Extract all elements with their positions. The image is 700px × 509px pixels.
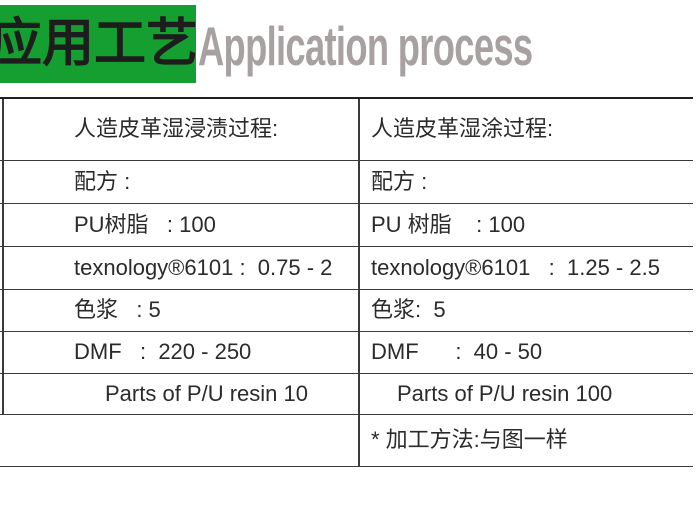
cell-formula-label-left: 配方 : <box>74 168 131 194</box>
page-header: 应用工艺 Application process <box>0 5 700 83</box>
table-row: * 加工方法:与图一样 <box>0 415 693 467</box>
table-row: 色浆 : 5 色浆: 5 <box>0 290 693 332</box>
cell-processing-method-note: * 加工方法:与图一样 <box>371 427 568 453</box>
table-column-divider-line <box>358 99 360 467</box>
table-row: DMF : 220 - 250 DMF : 40 - 50 <box>0 332 693 374</box>
table-left-border-line <box>2 99 4 415</box>
application-process-table: 人造皮革湿浸渍过程: 人造皮革湿涂过程: 配方 : 配方 : PU树脂 : 10… <box>0 97 693 467</box>
cell-pu-resin-right: PU 树脂 : 100 <box>371 211 526 237</box>
cell-coating-process-title: 人造皮革湿涂过程: <box>371 116 554 142</box>
cell-dipping-process-title: 人造皮革湿浸渍过程: <box>74 116 279 142</box>
table-row: 配方 : 配方 : <box>0 161 693 204</box>
cell-dmf-right: DMF : 40 - 50 <box>371 339 543 365</box>
table-row: 人造皮革湿浸渍过程: 人造皮革湿涂过程: <box>0 99 693 161</box>
cell-formula-label-right: 配方 : <box>371 168 428 194</box>
cell-color-paste-left: 色浆 : 5 <box>74 297 161 323</box>
cell-color-paste-right: 色浆: 5 <box>371 297 446 323</box>
cell-texnology-left: texnology®6101 : 0.75 - 2 <box>74 254 333 280</box>
chinese-title-green-box: 应用工艺 <box>0 5 196 83</box>
cell-parts-resin-left: Parts of P/U resin 10 <box>105 380 308 406</box>
chinese-title-text: 应用工艺 <box>0 15 196 73</box>
cell-dmf-left: DMF : 220 - 250 <box>74 339 252 365</box>
table-row: Parts of P/U resin 10 Parts of P/U resin… <box>0 374 693 415</box>
table-row: texnology®6101 : 0.75 - 2 texnology®6101… <box>0 247 693 290</box>
cell-parts-resin-right: Parts of P/U resin 100 <box>397 380 613 406</box>
cell-pu-resin-left: PU树脂 : 100 <box>74 211 216 237</box>
english-title: Application process <box>198 15 533 77</box>
cell-texnology-right: texnology®6101 : 1.25 - 2.5 <box>371 254 660 280</box>
cell-empty-left <box>0 415 358 466</box>
table-row: PU树脂 : 100 PU 树脂 : 100 <box>0 204 693 247</box>
